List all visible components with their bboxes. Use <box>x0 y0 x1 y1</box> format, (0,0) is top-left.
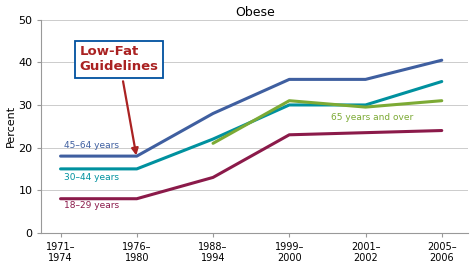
Text: 30–44 years: 30–44 years <box>64 173 119 182</box>
Text: 18–29 years: 18–29 years <box>64 201 119 210</box>
Title: Obese: Obese <box>235 6 275 19</box>
Text: 45–64 years: 45–64 years <box>64 141 119 150</box>
Text: 65 years and over: 65 years and over <box>331 113 413 122</box>
Y-axis label: Percent: Percent <box>6 105 16 147</box>
Text: Low-Fat
Guidelines: Low-Fat Guidelines <box>80 45 159 153</box>
